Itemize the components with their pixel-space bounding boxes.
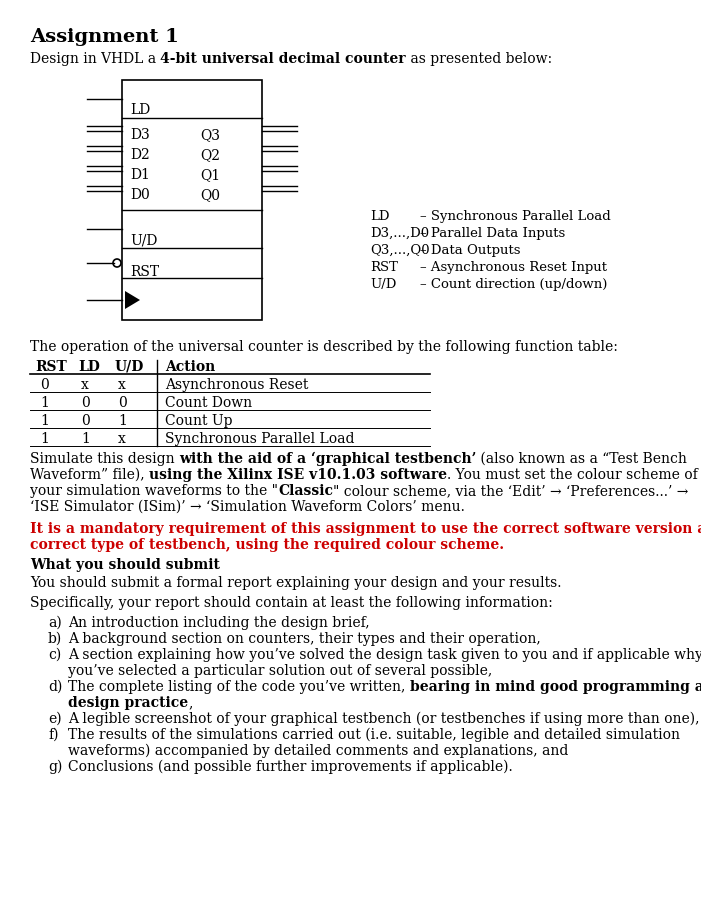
Text: Design in VHDL a: Design in VHDL a	[30, 52, 161, 66]
Text: The operation of the universal counter is described by the following function ta: The operation of the universal counter i…	[30, 340, 618, 354]
Text: you’ve selected a particular solution out of several possible,: you’ve selected a particular solution ou…	[68, 664, 492, 678]
Text: A section explaining how you’ve solved the design task given to you and if appli: A section explaining how you’ve solved t…	[68, 648, 701, 662]
Text: g): g)	[48, 760, 62, 775]
Text: ‘ISE Simulator (ISim)’ → ‘Simulation Waveform Colors’ menu.: ‘ISE Simulator (ISim)’ → ‘Simulation Wav…	[30, 500, 465, 514]
Text: D2: D2	[130, 148, 150, 162]
Text: a): a)	[48, 616, 62, 630]
Text: f): f)	[48, 728, 58, 742]
Text: 1: 1	[40, 432, 49, 446]
Text: Asynchronous Reset: Asynchronous Reset	[165, 378, 308, 392]
Text: U/D: U/D	[115, 360, 144, 374]
Text: design practice: design practice	[68, 696, 188, 710]
Text: Classic: Classic	[278, 484, 333, 498]
Text: e): e)	[48, 712, 62, 726]
Text: LD: LD	[78, 360, 100, 374]
Text: You should submit a formal report explaining your design and your results.: You should submit a formal report explai…	[30, 576, 562, 590]
Text: Count Up: Count Up	[165, 414, 233, 428]
Text: D3,...,D0: D3,...,D0	[370, 227, 429, 240]
Text: . You must set the colour scheme of: . You must set the colour scheme of	[447, 468, 697, 482]
Text: RST: RST	[35, 360, 67, 374]
Text: A background section on counters, their types and their operation,: A background section on counters, their …	[68, 632, 540, 646]
Text: D3: D3	[130, 128, 150, 142]
Text: An introduction including the design brief,: An introduction including the design bri…	[68, 616, 369, 630]
Text: 1: 1	[40, 396, 49, 410]
Text: 1: 1	[40, 414, 49, 428]
Text: – Parallel Data Inputs: – Parallel Data Inputs	[420, 227, 565, 240]
Text: LD: LD	[370, 210, 390, 223]
Text: using the Xilinx ISE v10.1.03 software: using the Xilinx ISE v10.1.03 software	[149, 468, 447, 482]
Text: your simulation waveforms to the ": your simulation waveforms to the "	[30, 484, 278, 498]
Text: 1: 1	[118, 414, 127, 428]
Text: c): c)	[48, 648, 61, 662]
Text: Q3: Q3	[200, 128, 220, 142]
Text: waveforms) accompanied by detailed comments and explanations, and: waveforms) accompanied by detailed comme…	[68, 744, 569, 758]
Text: The complete listing of the code you’ve written,: The complete listing of the code you’ve …	[68, 680, 410, 694]
Text: Count Down: Count Down	[165, 396, 252, 410]
Text: Synchronous Parallel Load: Synchronous Parallel Load	[165, 432, 355, 446]
Text: 0: 0	[118, 396, 127, 410]
Text: 0: 0	[40, 378, 49, 392]
Text: Q1: Q1	[200, 168, 220, 182]
Ellipse shape	[113, 259, 121, 267]
Text: with the aid of a ‘graphical testbench’: with the aid of a ‘graphical testbench’	[179, 452, 477, 467]
Text: x: x	[81, 378, 89, 392]
Text: – Count direction (up/down): – Count direction (up/down)	[420, 278, 607, 291]
Text: D0: D0	[130, 188, 150, 202]
Text: Q3,...,Q0: Q3,...,Q0	[370, 244, 430, 257]
Text: RST: RST	[130, 265, 159, 279]
Text: – Data Outputs: – Data Outputs	[420, 244, 521, 257]
Text: 0: 0	[81, 396, 90, 410]
Text: bearing in mind good programming and: bearing in mind good programming and	[410, 680, 701, 694]
Text: The results of the simulations carried out (i.e. suitable, legible and detailed : The results of the simulations carried o…	[68, 728, 680, 743]
Text: Q0: Q0	[200, 188, 220, 202]
Text: " colour scheme, via the ‘Edit’ → ‘Preferences...’ →: " colour scheme, via the ‘Edit’ → ‘Prefe…	[333, 484, 688, 498]
Text: What you should submit: What you should submit	[30, 558, 220, 572]
Text: Action: Action	[165, 360, 215, 374]
Text: D1: D1	[130, 168, 150, 182]
Text: LD: LD	[130, 103, 150, 117]
Bar	[122, 80, 262, 320]
Text: Waveform” file),: Waveform” file),	[30, 468, 149, 482]
Text: U/D: U/D	[130, 233, 158, 247]
Text: 1: 1	[81, 432, 90, 446]
Text: A legible screenshot of your graphical testbench (or testbenches if using more t: A legible screenshot of your graphical t…	[68, 712, 700, 726]
Text: d): d)	[48, 680, 62, 694]
Text: Specifically, your report should contain at least the following information:: Specifically, your report should contain…	[30, 596, 553, 610]
Text: Q2: Q2	[200, 148, 220, 162]
Text: Simulate this design: Simulate this design	[30, 452, 179, 466]
Text: 4-bit universal decimal counter: 4-bit universal decimal counter	[161, 52, 406, 66]
Text: It is a mandatory requirement of this assignment to use the correct software ver: It is a mandatory requirement of this as…	[30, 522, 701, 536]
Text: x: x	[118, 432, 126, 446]
Text: as presented below:: as presented below:	[406, 52, 552, 66]
Text: RST: RST	[370, 261, 398, 274]
Text: Assignment 1: Assignment 1	[30, 28, 179, 46]
Polygon shape	[125, 291, 140, 309]
Text: b): b)	[48, 632, 62, 646]
Text: (also known as a “Test Bench: (also known as a “Test Bench	[477, 452, 687, 466]
Text: – Synchronous Parallel Load: – Synchronous Parallel Load	[420, 210, 611, 223]
Text: ,: ,	[188, 696, 193, 710]
Text: U/D: U/D	[370, 278, 396, 291]
Text: correct type of testbench, using the required colour scheme.: correct type of testbench, using the req…	[30, 538, 504, 552]
Text: – Asynchronous Reset Input: – Asynchronous Reset Input	[420, 261, 607, 274]
Text: x: x	[118, 378, 126, 392]
Text: Conclusions (and possible further improvements if applicable).: Conclusions (and possible further improv…	[68, 760, 512, 775]
Text: 0: 0	[81, 414, 90, 428]
